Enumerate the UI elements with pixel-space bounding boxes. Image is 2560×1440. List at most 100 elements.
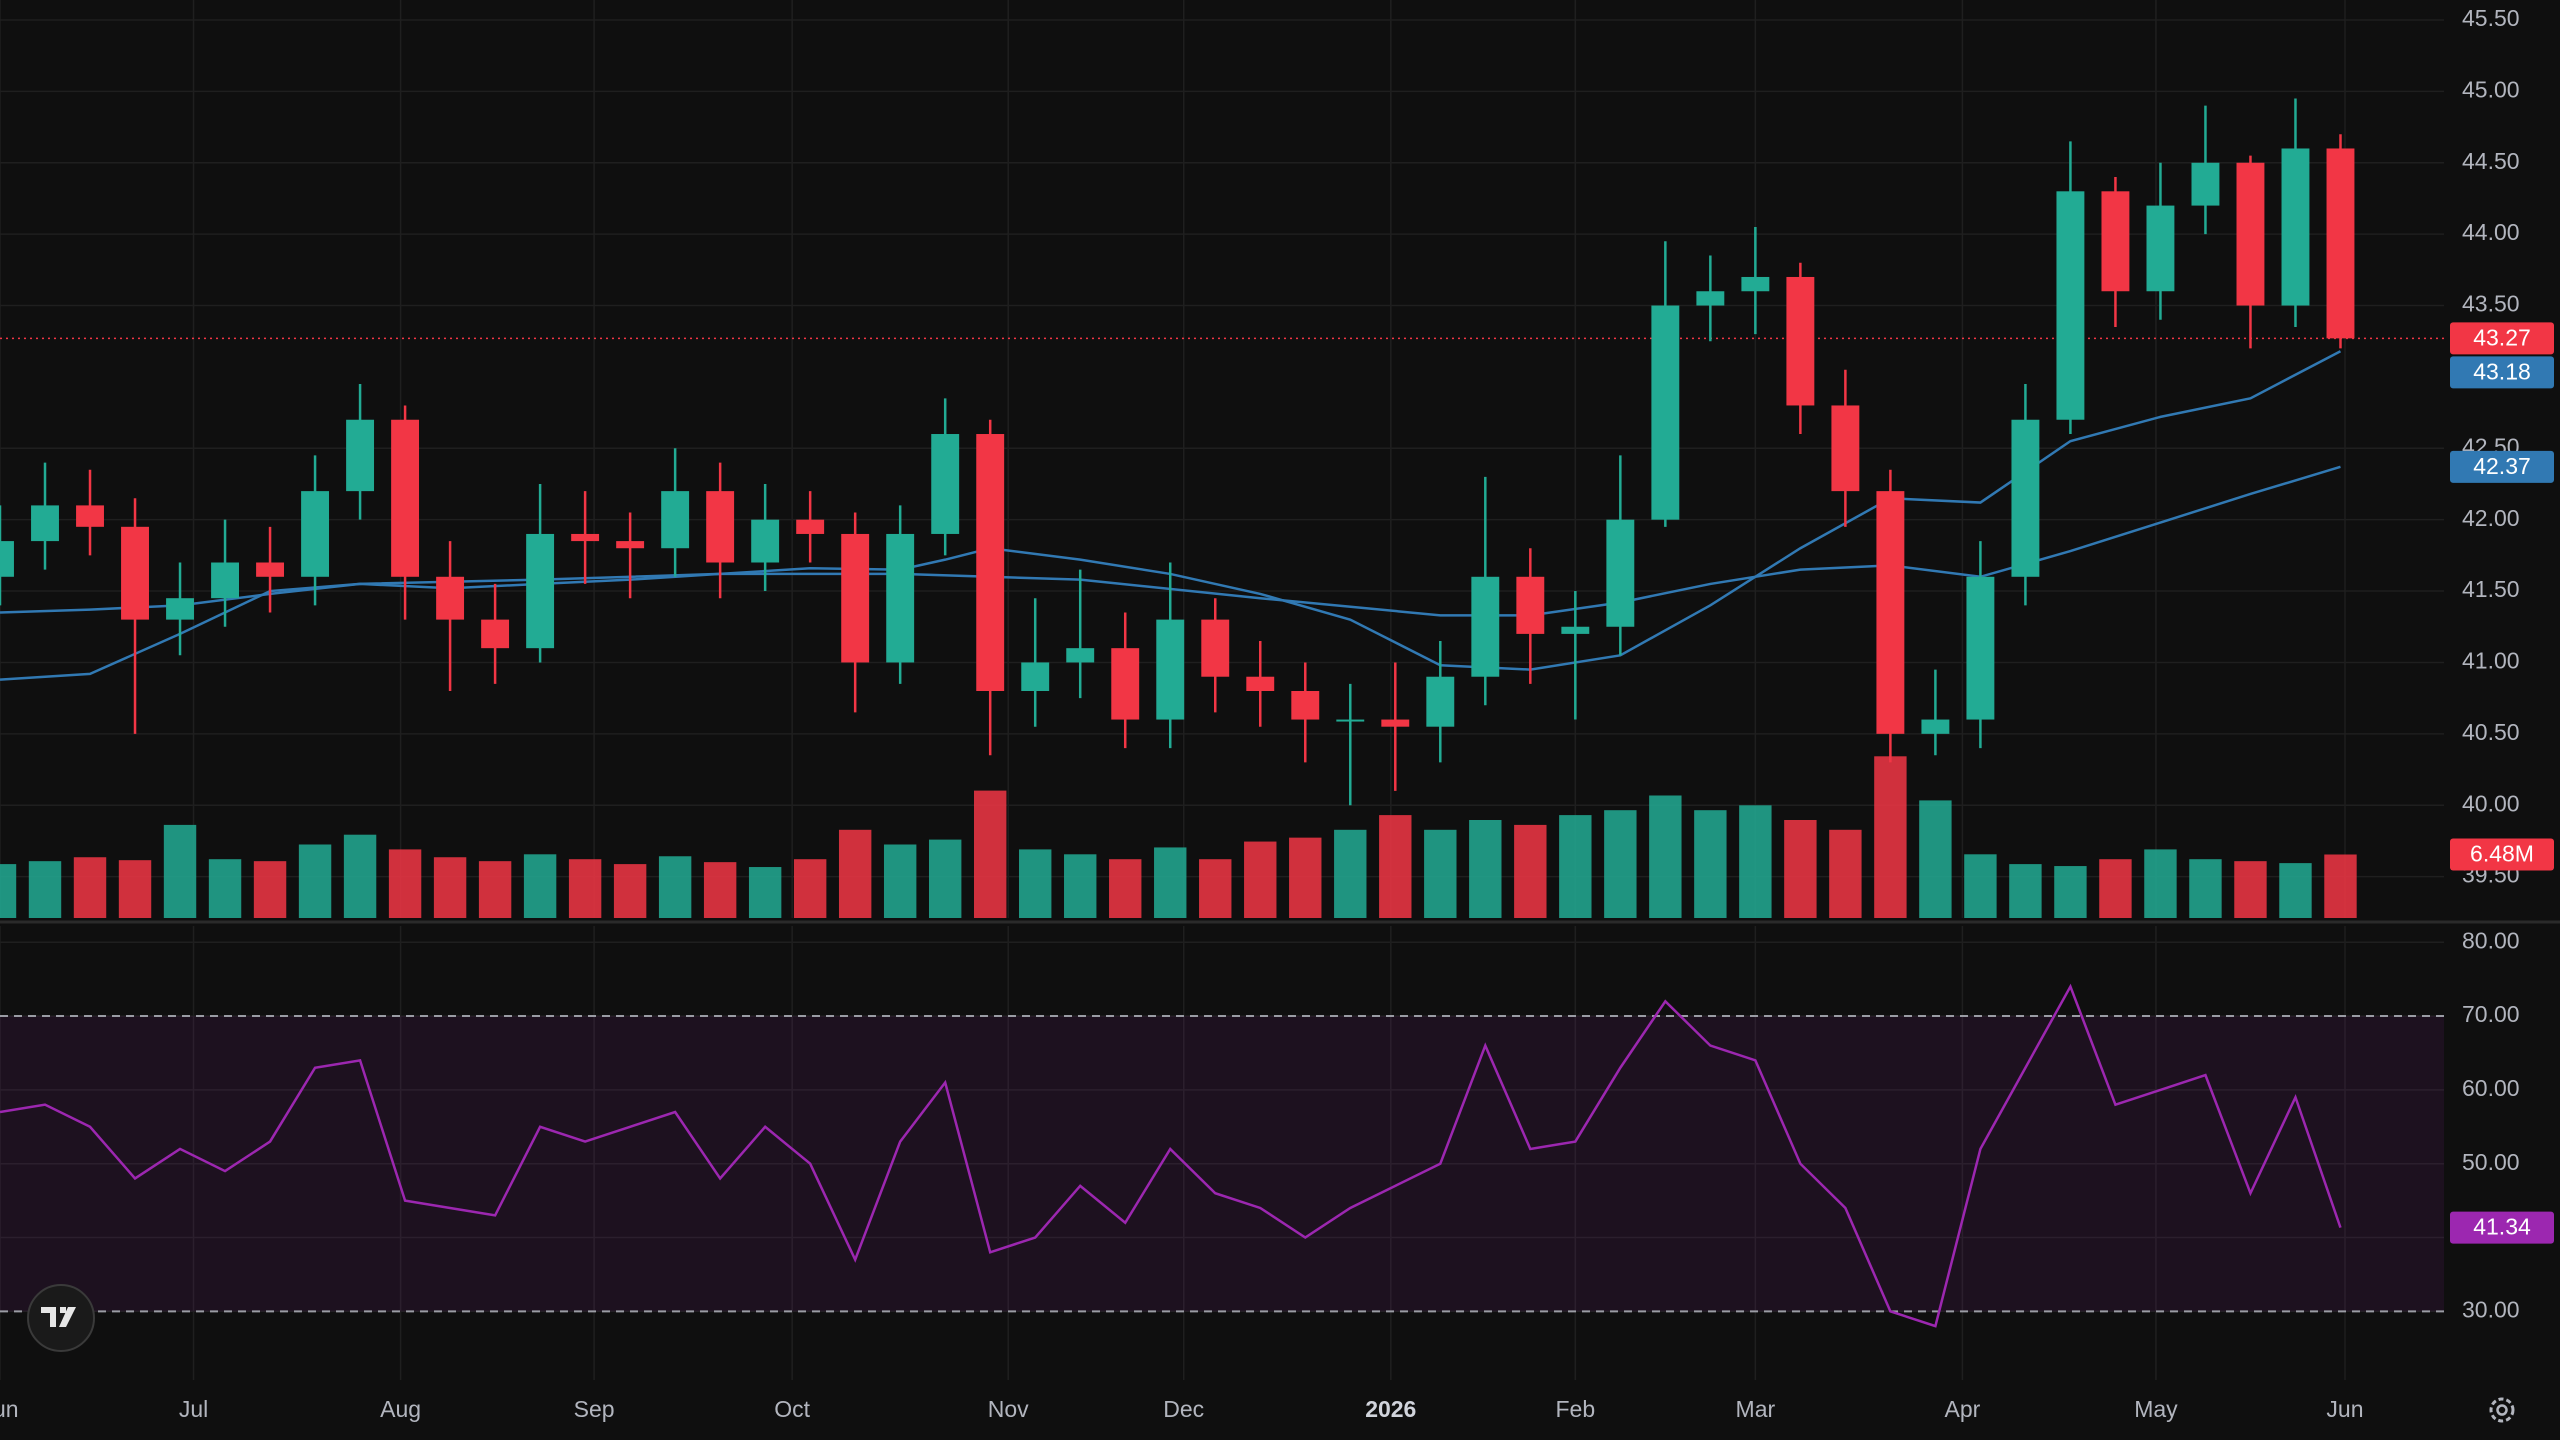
grid — [0, 0, 2444, 1380]
value-label: 43.18 — [2473, 358, 2531, 384]
gear-outer — [2489, 1397, 2515, 1423]
candle-body — [166, 598, 194, 620]
gear-inner — [2496, 1404, 2508, 1416]
volume-bar — [883, 844, 917, 918]
candle-body — [1606, 519, 1635, 627]
volume-bar — [1739, 805, 1772, 918]
candle-body — [1291, 690, 1320, 720]
candle-body — [0, 541, 14, 577]
value-label: 43.27 — [2473, 324, 2531, 350]
candle-body — [2056, 191, 2085, 420]
price-labels: 43.27 43.18 42.37 6.48M 41.34 — [2450, 322, 2554, 1244]
rsi-tick-label: 70.00 — [2462, 1001, 2520, 1027]
volume-bar — [748, 867, 782, 918]
candle-body — [796, 519, 825, 534]
y-tick-label: 41.50 — [2462, 576, 2520, 602]
candle-body — [2011, 419, 2040, 577]
y-tick-label: 45.50 — [2462, 5, 2520, 31]
x-tick-label: Jun — [2326, 1396, 2363, 1422]
volume-bar — [0, 864, 17, 918]
candle-body — [1381, 719, 1410, 727]
volume-bar — [1424, 829, 1457, 918]
volume-bar — [1154, 847, 1187, 918]
volume-bar — [793, 859, 827, 918]
volume-bar — [2099, 859, 2132, 918]
rsi-tick-label: 30.00 — [2462, 1296, 2520, 1322]
volume-bar — [1919, 800, 1952, 918]
y-tick-label: 45.00 — [2462, 76, 2520, 102]
y-tick-label: 41.00 — [2462, 648, 2520, 674]
volume-bar — [1784, 820, 1817, 918]
candle-body — [1786, 276, 1815, 406]
volume-bar — [613, 864, 647, 918]
volume-bar — [163, 824, 197, 918]
x-tick-label: May — [2134, 1396, 2178, 1422]
candles — [0, 98, 2355, 806]
volume-bar — [703, 862, 737, 918]
logo-mark — [41, 1307, 76, 1327]
volume-bar — [973, 790, 1007, 918]
volume-bar — [658, 856, 692, 918]
volume-bar — [1019, 849, 1052, 918]
volume-bar — [2279, 863, 2312, 918]
rsi-band — [0, 1015, 2444, 1313]
volume-bar — [1649, 795, 1682, 918]
rsi-band-fill — [0, 1016, 2444, 1312]
candle-body — [1246, 676, 1275, 691]
volume-bar — [2189, 859, 2222, 918]
y-tick-label: 42.00 — [2462, 505, 2520, 531]
candle-body — [121, 526, 149, 620]
value-label-box — [2450, 450, 2554, 483]
volume-bar — [1109, 859, 1142, 918]
y-tick-label: 40.00 — [2462, 790, 2520, 816]
volume-bar — [73, 857, 107, 918]
candle-body — [2191, 162, 2220, 206]
volume-bar — [1604, 810, 1637, 918]
y-tick-label: 43.50 — [2462, 291, 2520, 317]
candle-body — [976, 434, 1005, 691]
volume-bar — [253, 861, 287, 918]
volume-bar — [1379, 815, 1412, 918]
volume-bar — [1964, 854, 1997, 918]
volume-bar — [208, 859, 242, 918]
candle-body — [1426, 676, 1455, 727]
candle-body — [2326, 148, 2355, 339]
candle-body — [1336, 719, 1365, 722]
candle-body — [211, 562, 239, 599]
volume-bar — [298, 844, 332, 918]
volume-bar — [388, 849, 422, 918]
candle-body — [616, 541, 645, 549]
candle-body — [1696, 291, 1725, 306]
candle-body — [526, 533, 555, 649]
x-tick-label: Aug — [380, 1396, 421, 1422]
candle-body — [256, 562, 285, 577]
volume-bar — [1874, 756, 1907, 918]
value-label: 6.48M — [2470, 841, 2534, 867]
candle-body — [706, 491, 735, 563]
volume-bar — [2144, 849, 2177, 918]
volume-bar — [478, 861, 512, 918]
candle-body — [481, 619, 510, 649]
value-label: 41.34 — [2473, 1214, 2531, 1240]
volume-bar — [433, 857, 467, 918]
logo[interactable] — [27, 1284, 95, 1352]
candle-body — [2101, 191, 2130, 292]
moving-average — [0, 465, 2341, 681]
volume-bar — [838, 829, 872, 918]
candle-body — [1966, 576, 1995, 720]
candle-body — [1516, 576, 1545, 634]
volume-bar — [118, 860, 152, 918]
volume-bar — [1334, 829, 1367, 918]
candle-body — [1066, 648, 1095, 663]
x-tick-label: Oct — [774, 1396, 810, 1422]
volume-bar — [1694, 810, 1727, 918]
volume-bar — [1829, 829, 1862, 918]
rsi-line — [0, 983, 2342, 1328]
candle-body — [2146, 205, 2175, 292]
x-tick-label: Dec — [1163, 1396, 1204, 1422]
settings-button[interactable] — [2489, 1397, 2515, 1423]
candle-body — [1471, 576, 1500, 677]
value-label-box — [2450, 1211, 2554, 1244]
candle-body — [1021, 662, 1050, 691]
